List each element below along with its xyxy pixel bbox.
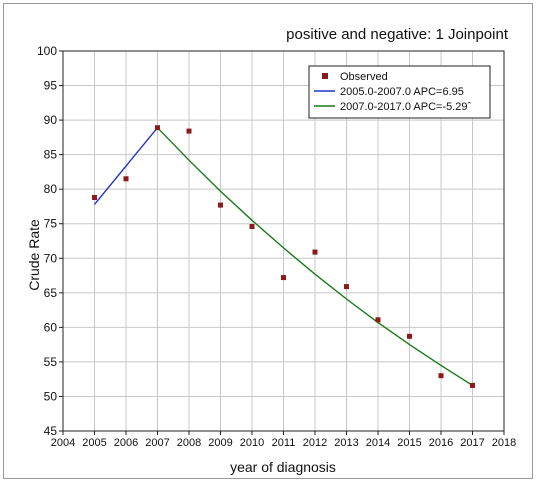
chart-title: positive and negative: 1 Joinpoint [286, 26, 509, 43]
observed-point [470, 382, 475, 388]
y-tick-label: 80 [44, 182, 58, 196]
y-tick-label: 95 [44, 79, 58, 93]
y-tick-label: 85 [44, 148, 58, 162]
x-tick-label: 2014 [366, 437, 390, 449]
y-tick-label: 55 [44, 355, 58, 369]
x-tick-label: 2006 [114, 437, 138, 449]
observed-point [375, 317, 381, 323]
x-axis-label: year of diagnosis [230, 459, 336, 475]
legend-label: Observed [340, 71, 388, 83]
trend-line-segment-1 [93, 127, 159, 205]
x-tick-label: 2012 [303, 437, 327, 449]
legend-swatch-marker [322, 73, 328, 79]
observed-point [92, 195, 97, 200]
y-axis-label: Crude Rate [26, 219, 42, 291]
x-tick-label: 2018 [492, 437, 516, 449]
x-tick-label: 2015 [397, 437, 421, 449]
y-tick-label: 90 [44, 113, 58, 127]
x-tick-label: 2009 [208, 437, 232, 449]
observed-point [312, 249, 318, 255]
y-tick-label: 100 [37, 44, 57, 58]
y-tick-label: 50 [44, 389, 58, 403]
observed-point [281, 275, 286, 281]
x-tick-label: 2011 [272, 437, 296, 449]
y-tick-label: 65 [44, 286, 58, 300]
observed-point [186, 128, 192, 134]
observed-point [407, 333, 412, 339]
y-tick-label: 60 [44, 320, 58, 334]
series-lines [93, 127, 473, 386]
x-tick-label: 2005 [82, 437, 106, 449]
legend-label: 2007.0-2017.0 APC=-5.29ˆ [340, 101, 472, 113]
observed-point [344, 284, 349, 290]
y-tick-label: 75 [44, 217, 58, 231]
x-tick-label: 2016 [429, 437, 453, 449]
observed-point [155, 125, 160, 131]
observed-point [249, 224, 255, 229]
x-tick-label: 2008 [177, 437, 201, 449]
legend: Observed 2005.0-2007.0 APC=6.95 2007.0-201… [308, 65, 491, 119]
axis-ticks: 2004 2005 2006 2007 2008 2009 2010 2011 2012 2013… [37, 44, 516, 449]
x-tick-label: 2017 [460, 437, 484, 449]
y-tick-label: 45 [44, 424, 58, 438]
y-tick-label: 70 [44, 251, 58, 265]
observed-points [92, 125, 475, 388]
observed-point [218, 202, 223, 208]
x-tick-label: 2004 [51, 437, 75, 449]
trend-line-segment-2 [156, 127, 473, 386]
legend-label: 2005.0-2007.0 APC=6.95 [340, 86, 464, 98]
x-tick-label: 2010 [240, 437, 264, 449]
x-tick-label: 2013 [334, 437, 358, 449]
observed-point [123, 176, 129, 182]
legend-box [308, 65, 491, 119]
x-tick-label: 2007 [145, 437, 169, 449]
observed-point [438, 373, 444, 379]
